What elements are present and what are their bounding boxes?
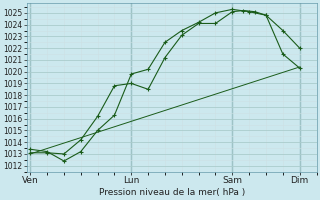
X-axis label: Pression niveau de la mer( hPa ): Pression niveau de la mer( hPa )	[99, 188, 245, 197]
